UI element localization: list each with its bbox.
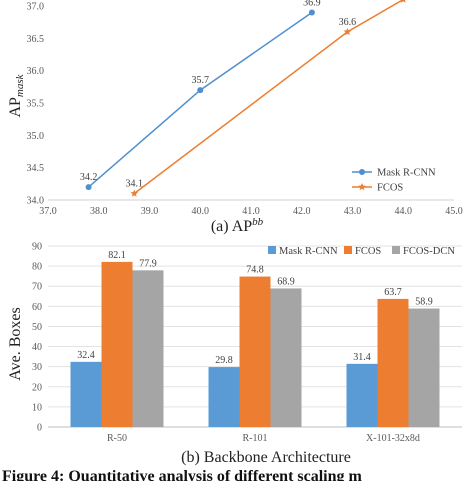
legend-label-fcos: FCOS xyxy=(355,246,381,257)
top-y-tick-label: 36.5 xyxy=(27,34,45,45)
top-x-tick-label: 43.0 xyxy=(344,206,362,217)
legend-swatch-fcos-dcn xyxy=(392,246,400,254)
top-x-axis-title: (a) APbb xyxy=(211,216,264,235)
top-y-tick-label: 35.5 xyxy=(27,99,45,110)
bar-mask-r-cnn xyxy=(346,363,378,427)
top-x-tick-label: 41.0 xyxy=(242,206,260,217)
bar-mask-r-cnn xyxy=(70,361,102,427)
legend-label-mask-r-cnn: Mask R-CNN xyxy=(279,246,338,257)
top-legend: Mask R-CNN FCOS xyxy=(352,168,436,194)
bar-fcos xyxy=(239,276,271,427)
bottom-x-tick-label: R-50 xyxy=(107,433,127,444)
bar-value-label-fcos-dcn: 58.9 xyxy=(415,297,433,308)
data-point-mask-r-cnn xyxy=(308,9,315,16)
bar-mask-r-cnn xyxy=(208,367,240,427)
top-line-chart: 37.0 38.0 39.0 40.0 41.0 42.0 43.0 44.0 45.0 34.… xyxy=(0,0,474,236)
bottom-y-tick-label: 0 xyxy=(37,423,42,434)
top-x-tick-labels: 37.0 38.0 39.0 40.0 41.0 42.0 43.0 44.0 45.0 xyxy=(39,206,463,217)
legend-label-fcos-dcn: FCOS-DCN xyxy=(403,246,455,257)
top-x-tick-label: 37.0 xyxy=(39,206,57,217)
top-y-tick-label: 37.0 xyxy=(27,2,45,13)
data-label-mask-r-cnn: 34.2 xyxy=(80,172,98,183)
bottom-bars-group: 32.4 82.1 77.9 29.8 74.8 68.9 31.4 63.7 58.9 xyxy=(70,250,440,427)
data-point-mask-r-cnn xyxy=(197,87,204,94)
bar-value-label-fcos-dcn: 68.9 xyxy=(277,276,295,287)
bar-value-label-fcos: 63.7 xyxy=(384,287,402,298)
top-x-tick-label: 45.0 xyxy=(445,206,463,217)
top-y-tick-label: 34.0 xyxy=(27,196,45,207)
data-label-mask-r-cnn: 36.9 xyxy=(303,0,321,8)
bottom-y-tick-label: 70 xyxy=(32,282,42,293)
bottom-y-tick-label: 40 xyxy=(32,342,42,353)
bar-value-label-mask-r-cnn: 32.4 xyxy=(77,350,95,361)
top-x-tick-label: 39.0 xyxy=(141,206,159,217)
top-y-tick-label: 35.0 xyxy=(27,131,45,142)
data-label-fcos: 36.6 xyxy=(339,17,357,28)
top-x-tick-label: 42.0 xyxy=(293,206,311,217)
bottom-legend: Mask R-CNN FCOS FCOS-DCN xyxy=(268,246,455,257)
bottom-x-axis-title: (b) Backbone Architecture xyxy=(181,449,351,466)
bottom-y-tick-labels: 0 10 20 30 40 50 60 70 80 90 xyxy=(32,242,42,434)
top-y-axis-title: APmask xyxy=(7,73,26,117)
top-x-tick-label: 40.0 xyxy=(192,206,210,217)
bottom-x-tick-label: X-101-32x8d xyxy=(366,433,420,444)
top-y-tick-label: 34.5 xyxy=(27,163,45,174)
bottom-y-tick-label: 30 xyxy=(32,362,42,373)
bar-fcos-dcn xyxy=(132,270,164,427)
bottom-y-tick-label: 50 xyxy=(32,322,42,333)
data-point-fcos xyxy=(343,27,352,36)
bar-fcos xyxy=(377,298,409,427)
bar-fcos xyxy=(101,261,133,427)
bar-value-label-fcos-dcn: 77.9 xyxy=(139,258,157,269)
legend-label-mask-r-cnn: Mask R-CNN xyxy=(377,168,436,179)
top-y-tick-labels: 34.0 34.5 35.0 35.5 36.0 36.5 37.0 xyxy=(27,2,45,207)
bottom-y-tick-label: 90 xyxy=(32,242,42,253)
bottom-y-axis-title: Ave. Boxes xyxy=(7,307,24,380)
bottom-y-tick-label: 60 xyxy=(32,302,42,313)
top-x-tick-label: 44.0 xyxy=(395,206,413,217)
legend-marker-mask-r-cnn xyxy=(359,169,365,175)
bottom-y-tick-label: 80 xyxy=(32,262,42,273)
bottom-x-tick-labels: R-50 R-101 X-101-32x8d xyxy=(107,433,420,444)
bottom-y-tick-label: 10 xyxy=(32,402,42,413)
bar-value-label-mask-r-cnn: 31.4 xyxy=(353,352,371,363)
figure-caption: Figure 4: Quantitative analysis of diffe… xyxy=(2,468,363,481)
top-x-tick-label: 38.0 xyxy=(90,206,108,217)
bar-fcos-dcn xyxy=(270,288,302,427)
data-label-mask-r-cnn: 35.7 xyxy=(192,75,210,86)
data-point-fcos xyxy=(400,0,406,3)
data-point-mask-r-cnn xyxy=(85,184,92,191)
legend-swatch-mask-r-cnn xyxy=(268,246,276,254)
top-series-group: 34.235.736.934.136.637.1 xyxy=(80,0,406,197)
legend-swatch-fcos xyxy=(344,246,352,254)
bar-value-label-mask-r-cnn: 29.8 xyxy=(215,355,233,366)
bottom-x-tick-label: R-101 xyxy=(243,433,268,444)
legend-marker-fcos xyxy=(358,183,366,191)
bottom-bar-chart: 0 10 20 30 40 50 60 70 80 90 32.4 82.1 77.9 29.8 74.8… xyxy=(0,237,474,466)
bottom-y-tick-label: 20 xyxy=(32,382,42,393)
top-chart-background xyxy=(0,0,474,236)
bar-value-label-fcos: 82.1 xyxy=(108,250,126,261)
bar-value-label-fcos: 74.8 xyxy=(246,265,264,276)
data-point-fcos xyxy=(130,189,139,197)
data-label-fcos: 34.1 xyxy=(126,179,144,190)
bar-fcos-dcn xyxy=(408,308,440,427)
legend-label-fcos: FCOS xyxy=(377,183,403,194)
top-y-tick-label: 36.0 xyxy=(27,66,45,77)
